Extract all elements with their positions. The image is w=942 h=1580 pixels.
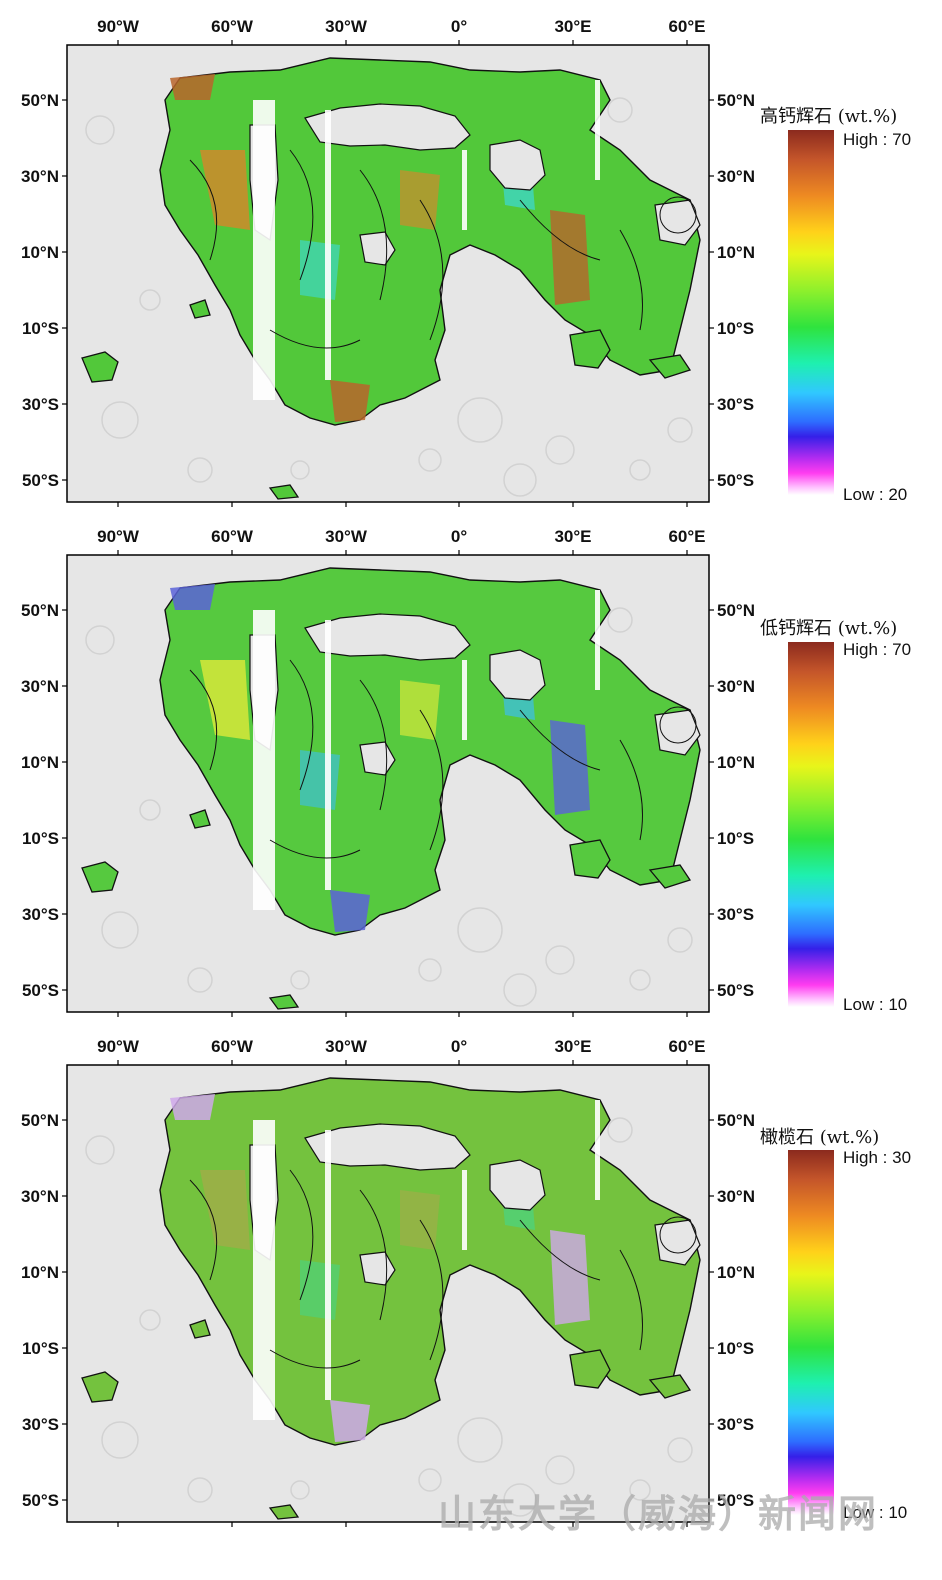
x-tick-label-top: 30°W bbox=[325, 1037, 368, 1056]
y-tick-label-left: 50°S bbox=[22, 981, 59, 1000]
y-tick-label-right: 30°S bbox=[717, 1415, 754, 1434]
map-svg: 90°W 60°W 30°W 0° 30°E 60°E 50°N 30°N 10°N 10°S 30… bbox=[21, 17, 755, 507]
colorbar bbox=[788, 642, 834, 1007]
y-tick-label-left: 10°S bbox=[22, 1339, 59, 1358]
x-tick-label-top: 30°W bbox=[325, 527, 368, 546]
y-tick-label-left: 50°N bbox=[21, 601, 59, 620]
x-tick-label-top: 90°W bbox=[97, 527, 140, 546]
x-tick-label-top: 30°E bbox=[554, 17, 591, 36]
x-tick-label-top: 0° bbox=[451, 527, 467, 546]
y-tick-label-left: 30°N bbox=[21, 167, 59, 186]
y-tick-label-left: 50°S bbox=[22, 1491, 59, 1510]
x-tick-label-top: 30°W bbox=[325, 17, 368, 36]
y-tick-label-left: 10°S bbox=[22, 829, 59, 848]
x-tick-label-top: 90°W bbox=[97, 17, 140, 36]
y-tick-label-right: 30°N bbox=[717, 1187, 755, 1206]
y-tick-label-right: 50°N bbox=[717, 91, 755, 110]
y-tick-label-left: 30°S bbox=[22, 1415, 59, 1434]
x-tick-label-top: 60°W bbox=[211, 527, 254, 546]
colorbar-low-label: Low : 10 bbox=[843, 995, 908, 1014]
x-tick-label-top: 30°E bbox=[554, 527, 591, 546]
watermark: 山东大学（威海）新闻网 bbox=[438, 1491, 879, 1536]
colorbar bbox=[788, 1150, 834, 1515]
y-tick-label-right: 30°S bbox=[717, 905, 754, 924]
y-tick-label-right: 50°N bbox=[717, 601, 755, 620]
y-tick-label-left: 10°S bbox=[22, 319, 59, 338]
colorbar-title: 高钙辉石 (wt.%) bbox=[760, 106, 898, 127]
map-panel-high-ca-pyroxene: 90°W 60°W 30°W 0° 30°E 60°E 50°N 30°N 10°N 10°S 30… bbox=[0, 0, 942, 510]
y-tick-label-left: 30°S bbox=[22, 395, 59, 414]
y-tick-label-right: 50°N bbox=[717, 1111, 755, 1130]
y-tick-label-left: 10°N bbox=[21, 753, 59, 772]
colorbar bbox=[788, 130, 834, 495]
y-tick-label-right: 50°S bbox=[717, 471, 754, 490]
y-tick-label-right: 50°S bbox=[717, 981, 754, 1000]
x-tick-label-top: 60°W bbox=[211, 1037, 254, 1056]
x-tick-label-top: 90°W bbox=[97, 1037, 140, 1056]
y-tick-label-right: 10°S bbox=[717, 319, 754, 338]
y-tick-label-left: 30°S bbox=[22, 905, 59, 924]
x-tick-label-top: 60°W bbox=[211, 17, 254, 36]
y-tick-label-right: 10°N bbox=[717, 753, 755, 772]
y-tick-label-right: 10°N bbox=[717, 1263, 755, 1282]
map-frame bbox=[67, 1065, 709, 1522]
map-frame bbox=[67, 45, 709, 502]
x-tick-label-top: 60°E bbox=[668, 527, 705, 546]
map-svg: 90°W 60°W 30°W 0° 30°E 60°E 50°N 30°N 10°N 10°S 30… bbox=[21, 527, 755, 1017]
colorbar-title: 橄榄石 (wt.%) bbox=[760, 1127, 880, 1148]
x-tick-label-top: 0° bbox=[451, 17, 467, 36]
y-tick-label-left: 30°N bbox=[21, 677, 59, 696]
y-tick-label-right: 10°S bbox=[717, 1339, 754, 1358]
map-frame bbox=[67, 555, 709, 1012]
map-panel-low-ca-pyroxene: 90°W 60°W 30°W 0° 30°E 60°E 50°N 30°N 10°N 10°S 30… bbox=[0, 510, 942, 1020]
x-tick-label-top: 30°E bbox=[554, 1037, 591, 1056]
y-tick-label-left: 10°N bbox=[21, 243, 59, 262]
y-tick-label-left: 50°N bbox=[21, 91, 59, 110]
y-tick-label-left: 30°N bbox=[21, 1187, 59, 1206]
x-tick-label-top: 60°E bbox=[668, 1037, 705, 1056]
y-tick-label-right: 30°S bbox=[717, 395, 754, 414]
colorbar-high-label: High : 70 bbox=[843, 640, 912, 659]
colorbar-low-label: Low : 20 bbox=[843, 485, 908, 504]
y-tick-label-right: 10°N bbox=[717, 243, 755, 262]
y-tick-label-left: 50°S bbox=[22, 471, 59, 490]
map-svg: 90°W90°W60°W60°W30°W30°W0°0°30°E30°E60°E… bbox=[21, 1037, 755, 1527]
colorbar-high-label: High : 70 bbox=[843, 130, 912, 149]
y-tick-label-right: 30°N bbox=[717, 677, 755, 696]
y-tick-label-right: 10°S bbox=[717, 829, 754, 848]
y-tick-label-right: 30°N bbox=[717, 167, 755, 186]
y-tick-label-left: 50°N bbox=[21, 1111, 59, 1130]
y-tick-label-left: 10°N bbox=[21, 1263, 59, 1282]
x-tick-label-top: 60°E bbox=[668, 17, 705, 36]
x-tick-label-top: 0° bbox=[451, 1037, 467, 1056]
colorbar-low-label: Low : 10 bbox=[843, 1503, 908, 1522]
y-tick-label-right: 50°S bbox=[717, 1491, 754, 1510]
colorbar-title: 低钙辉石 (wt.%) bbox=[760, 618, 898, 639]
colorbar-high-label: High : 30 bbox=[843, 1148, 912, 1167]
map-panel-olivine: 90°W90°W60°W60°W30°W30°W0°0°30°E30°E60°E… bbox=[0, 1020, 942, 1530]
